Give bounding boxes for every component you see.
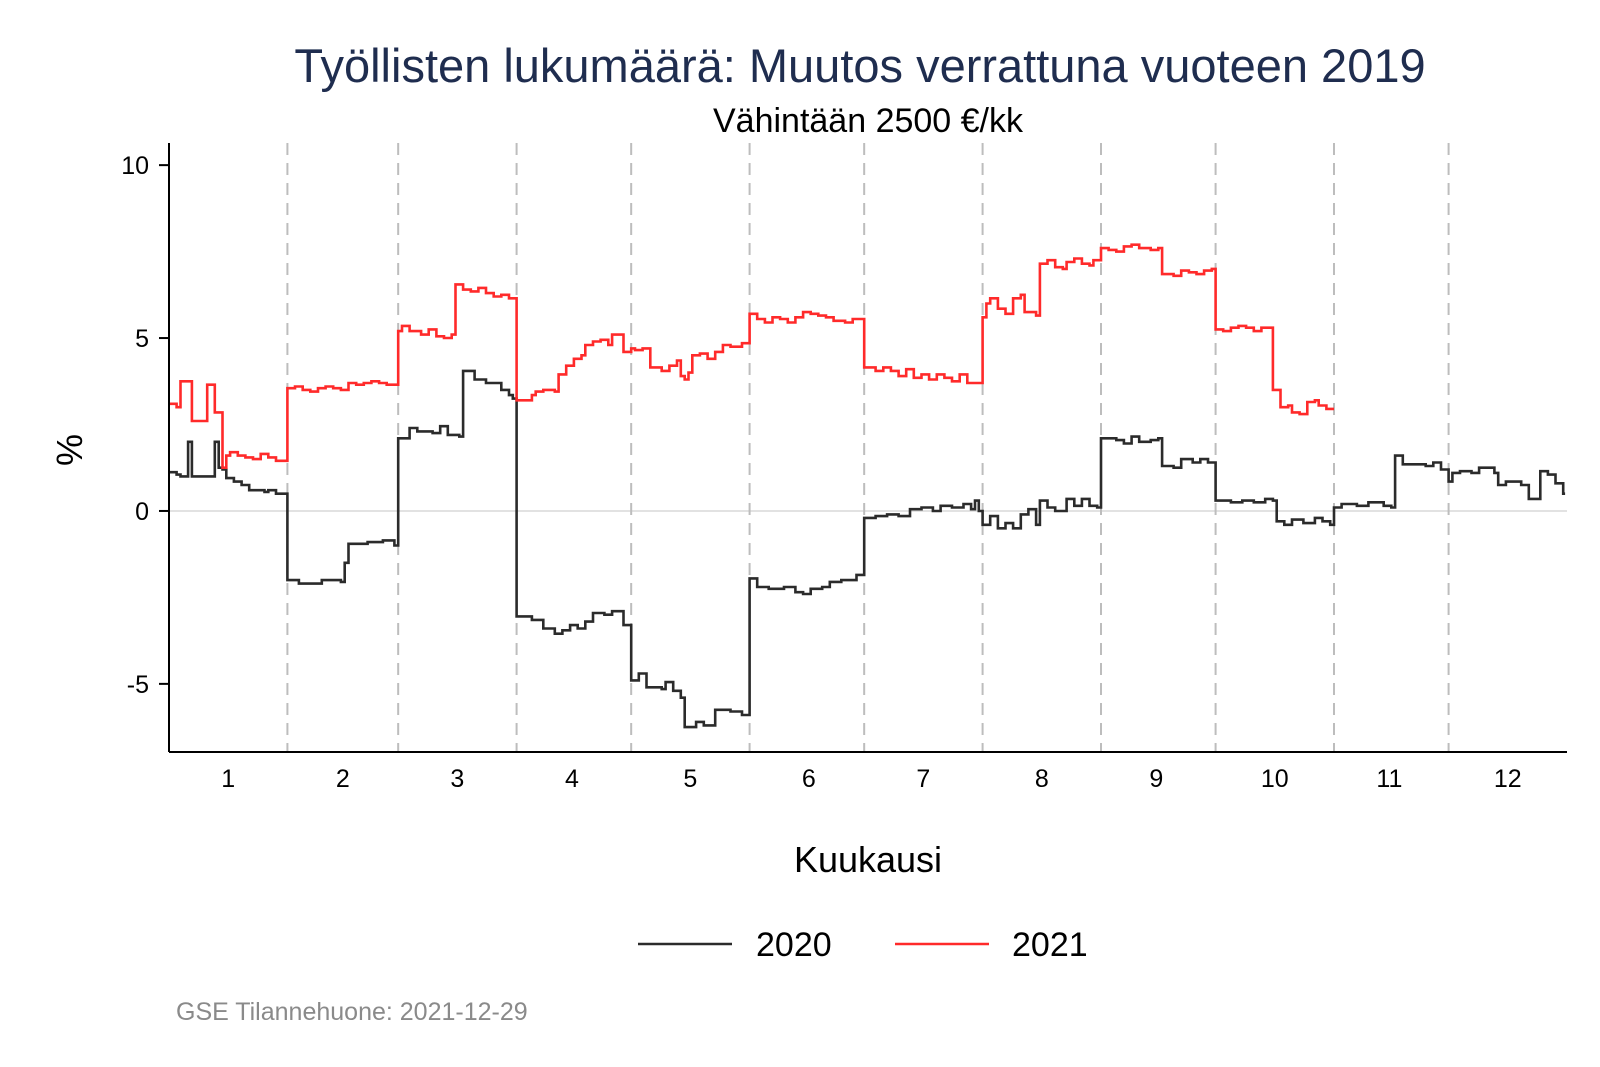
x-tick-label: 5: [683, 765, 697, 793]
x-tick-label: 10: [1261, 765, 1289, 793]
series-layer: [169, 243, 1566, 729]
y-axis-title: %: [49, 434, 90, 466]
chart-subtitle: Vähintään 2500 €/kk: [713, 102, 1024, 140]
legend-label-2021: 2021: [1012, 926, 1088, 964]
grid-layer: [169, 143, 1567, 752]
footer-source: GSE Tilannehuone: 2021-12-29: [176, 998, 528, 1026]
chart-title: Työllisten lukumäärä: Muutos verrattuna …: [294, 39, 1425, 92]
x-tick-label: 12: [1494, 765, 1522, 793]
x-axis-title: Kuukausi: [794, 839, 942, 880]
x-tick-label: 11: [1376, 765, 1402, 793]
x-tick-label: 3: [450, 765, 464, 793]
y-tick-label: 0: [135, 498, 149, 526]
x-tick-label: 8: [1035, 765, 1049, 793]
legend: 2020 2021: [638, 926, 1088, 964]
x-tick-label: 6: [802, 765, 816, 793]
x-tick-label: 1: [221, 765, 235, 793]
x-tick-label: 2: [336, 765, 350, 793]
y-tick-label: 10: [121, 152, 149, 180]
series-line-2020: [169, 369, 1566, 729]
y-tick-label: -5: [127, 671, 149, 699]
x-tick-label: 7: [916, 765, 930, 793]
x-tick-label: 9: [1149, 765, 1163, 793]
series-line-2021: [169, 243, 1334, 469]
y-tick-label: 5: [135, 325, 149, 353]
legend-label-2020: 2020: [756, 926, 832, 964]
x-tick-label: 4: [565, 765, 579, 793]
